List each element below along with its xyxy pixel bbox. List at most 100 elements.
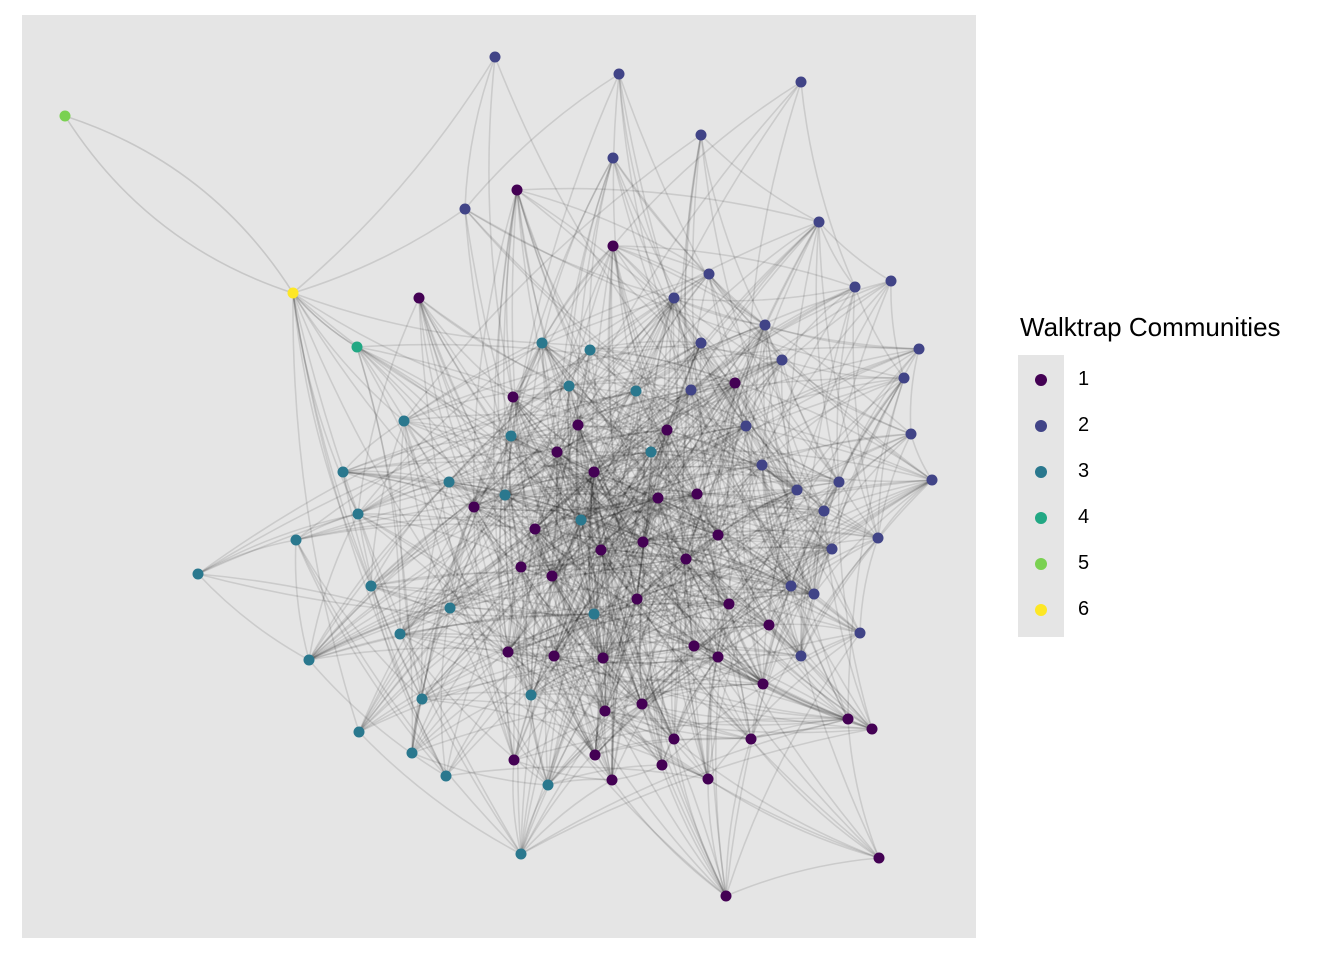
network-edge: [577, 424, 695, 647]
network-edge: [685, 558, 719, 658]
network-edge: [534, 286, 856, 530]
network-edge: [602, 548, 833, 659]
network-edge: [593, 489, 798, 615]
network-edge: [593, 471, 644, 543]
network-edge: [602, 648, 802, 659]
network-edge: [473, 506, 770, 626]
network-edge: [657, 382, 736, 499]
network-edge: [516, 189, 579, 426]
network-edge: [852, 286, 879, 539]
network-edge: [473, 506, 604, 659]
network-edge: [541, 342, 695, 647]
network-edge: [576, 157, 614, 426]
network-edge: [690, 389, 840, 483]
network-edge: [641, 585, 792, 705]
network-edge: [612, 245, 770, 626]
network-edge: [635, 273, 710, 392]
network-edge: [530, 603, 730, 696]
network-edge: [403, 413, 668, 431]
network-edge: [440, 607, 451, 777]
network-edge: [666, 429, 815, 595]
network-edge: [577, 349, 591, 521]
network-edge: [358, 657, 604, 733]
network-edge: [600, 534, 719, 551]
network-edge: [507, 651, 606, 712]
legend-title: Walktrap Communities: [1020, 312, 1281, 342]
network-edge: [553, 655, 613, 781]
network-edge: [768, 624, 873, 730]
network-edge: [507, 382, 736, 653]
network-edge: [636, 342, 702, 600]
network-edge: [520, 348, 920, 568]
network-edge: [556, 451, 652, 457]
network-edge: [555, 451, 596, 756]
network-edge: [589, 349, 698, 495]
network-edge: [403, 420, 450, 483]
network-edge: [594, 497, 659, 756]
network-edge: [673, 489, 798, 740]
network-edge: [292, 292, 423, 700]
network-edge: [473, 506, 515, 761]
network-node-community-2: [607, 152, 619, 164]
network-edge: [473, 396, 514, 508]
network-node-community-2: [685, 384, 697, 396]
network-edge: [593, 613, 675, 740]
network-edge: [64, 115, 294, 294]
network-edge: [682, 273, 710, 560]
network-edge: [877, 433, 912, 539]
network-edge: [611, 645, 695, 781]
network-edge: [512, 396, 933, 481]
legend-dot-5: [1035, 558, 1047, 570]
network-edge: [673, 510, 825, 740]
network-edge: [358, 528, 536, 733]
network-edge: [530, 245, 614, 696]
network-edge: [589, 349, 747, 427]
network-edge: [421, 342, 543, 700]
network-edge: [449, 607, 695, 647]
network-edge: [568, 385, 615, 781]
network-edge: [403, 420, 451, 609]
network-edge: [516, 189, 710, 275]
network-edge: [516, 189, 730, 605]
network-node-community-1: [712, 651, 724, 663]
network-node-community-1: [691, 488, 703, 500]
network-edge: [717, 221, 820, 536]
network-edge: [589, 349, 815, 595]
network-edge: [464, 56, 496, 210]
network-edge: [588, 471, 613, 781]
network-edge: [650, 297, 675, 453]
network-edge: [473, 506, 606, 712]
network-edge: [761, 464, 849, 720]
network-edge: [507, 519, 582, 653]
network-edge: [635, 390, 687, 560]
network-edge: [553, 519, 582, 657]
network-edge: [764, 324, 879, 539]
network-edge: [547, 534, 719, 786]
network-edge: [504, 486, 698, 496]
network-edge: [593, 613, 849, 720]
network-edge: [356, 346, 515, 761]
network-node-community-3: [525, 689, 537, 701]
network-edge: [512, 221, 820, 398]
network-edge: [358, 731, 522, 855]
network-edge: [551, 571, 815, 595]
network-edge: [642, 541, 880, 859]
network-edge: [342, 471, 582, 521]
network-edge: [642, 529, 879, 543]
network-edge: [761, 464, 879, 539]
network-edge: [448, 458, 763, 483]
network-edge: [342, 471, 644, 543]
network-edge: [357, 513, 606, 712]
network-edge: [421, 425, 747, 700]
network-edge: [602, 297, 675, 659]
network-node-community-2: [489, 51, 501, 63]
network-node-community-1: [607, 240, 619, 252]
network-edge: [890, 280, 905, 379]
network-edge: [748, 324, 766, 685]
network-edge: [642, 429, 668, 543]
network-node-community-3: [353, 726, 365, 738]
network-edge: [399, 632, 764, 685]
network-node-community-3: [394, 628, 406, 640]
network-edge: [641, 645, 695, 705]
network-edge: [761, 433, 912, 466]
